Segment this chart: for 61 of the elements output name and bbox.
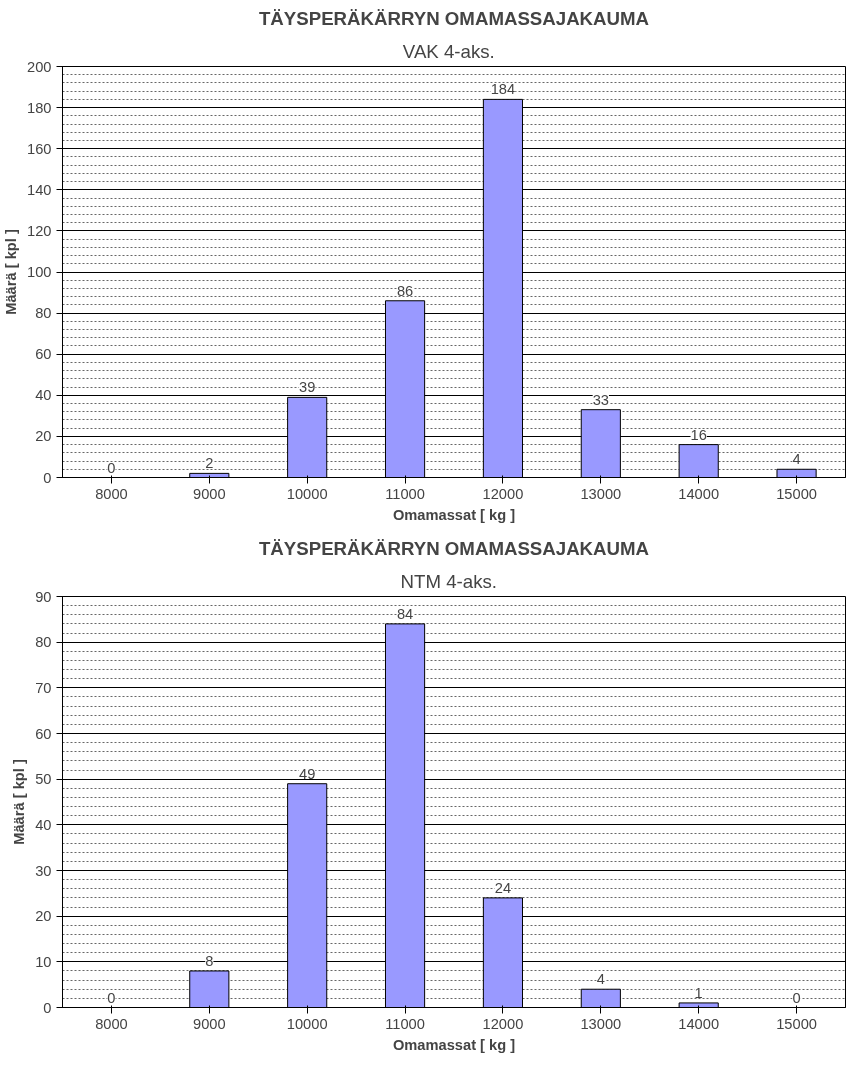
x-tick-label: 14000 [678, 485, 720, 502]
chart-subtitle: NTM 4-aks. [400, 570, 498, 592]
x-tick-label: 14000 [678, 1015, 720, 1032]
data-label: 33 [592, 391, 609, 408]
y-axis-title: Määrä [ kpl ] [3, 229, 20, 315]
data-label: 39 [299, 379, 316, 396]
x-tick-label: 10000 [286, 1015, 328, 1032]
x-tick-label: 15000 [776, 485, 817, 502]
y-tick-label: 40 [35, 816, 52, 833]
y-axis-title: Määrä [ kpl ] [11, 759, 28, 845]
y-tick-label: 70 [35, 679, 52, 696]
y-tick-label: 120 [27, 222, 52, 239]
x-tick-label: 15000 [776, 1015, 817, 1032]
y-tick-label: 180 [27, 99, 52, 116]
x-tick-label: 13000 [580, 485, 622, 502]
y-tick-label: 80 [35, 305, 52, 322]
y-tick-label: 50 [35, 771, 52, 788]
data-label: 8 [205, 952, 214, 969]
y-tick-label: 100 [27, 264, 52, 280]
y-tick-label: 10 [35, 953, 52, 970]
y-tick-label: 20 [35, 908, 52, 925]
x-tick-label: 11000 [385, 485, 425, 502]
x-tick-label: 10000 [286, 485, 328, 502]
x-tick-label: 12000 [482, 485, 524, 502]
y-tick-label: 60 [35, 725, 52, 742]
x-tick-label: 8000 [95, 485, 128, 502]
data-label: 86 [396, 282, 414, 299]
y-tick-label: 60 [35, 346, 52, 363]
y-tick-label: 140 [27, 181, 52, 198]
y-tick-label: 160 [27, 140, 52, 157]
x-axis-title: Omamassat [ kg ] [392, 1036, 516, 1053]
chart-title: TÄYSPERÄKÄRRYN OMAMASSAJAKAUMA [258, 7, 650, 29]
y-tick-label: 40 [35, 387, 52, 404]
y-tick-label: 200 [27, 58, 52, 75]
x-tick-label: 12000 [482, 1015, 524, 1032]
data-label: 0 [107, 459, 116, 476]
x-tick-label: 11000 [385, 1015, 425, 1032]
data-label: 184 [490, 81, 516, 98]
x-tick-label: 9000 [193, 1015, 226, 1032]
data-label: 16 [690, 426, 707, 443]
data-label: 24 [494, 879, 512, 896]
data-label: 2 [205, 455, 214, 472]
y-tick-label: 0 [43, 999, 52, 1016]
data-label: 4 [596, 971, 605, 988]
chart-subtitle: VAK 4-aks. [402, 40, 495, 62]
x-tick-label: 8000 [95, 1015, 128, 1032]
y-tick-label: 30 [35, 862, 52, 879]
y-tick-label: 80 [35, 634, 52, 651]
data-label: 49 [299, 765, 316, 782]
data-label: 1 [694, 984, 703, 1001]
data-label: 0 [107, 989, 116, 1006]
x-axis-title: Omamassat [ kg ] [392, 506, 516, 523]
data-label: 4 [792, 451, 801, 468]
y-tick-label: 90 [35, 588, 52, 605]
y-tick-label: 0 [43, 469, 52, 486]
chart-title: TÄYSPERÄKÄRRYN OMAMASSAJAKAUMA [258, 537, 650, 559]
x-tick-label: 9000 [193, 485, 226, 502]
data-label: 0 [792, 989, 801, 1006]
data-label: 84 [396, 605, 414, 622]
x-tick-label: 13000 [580, 1015, 622, 1032]
y-tick-label: 20 [35, 428, 52, 445]
